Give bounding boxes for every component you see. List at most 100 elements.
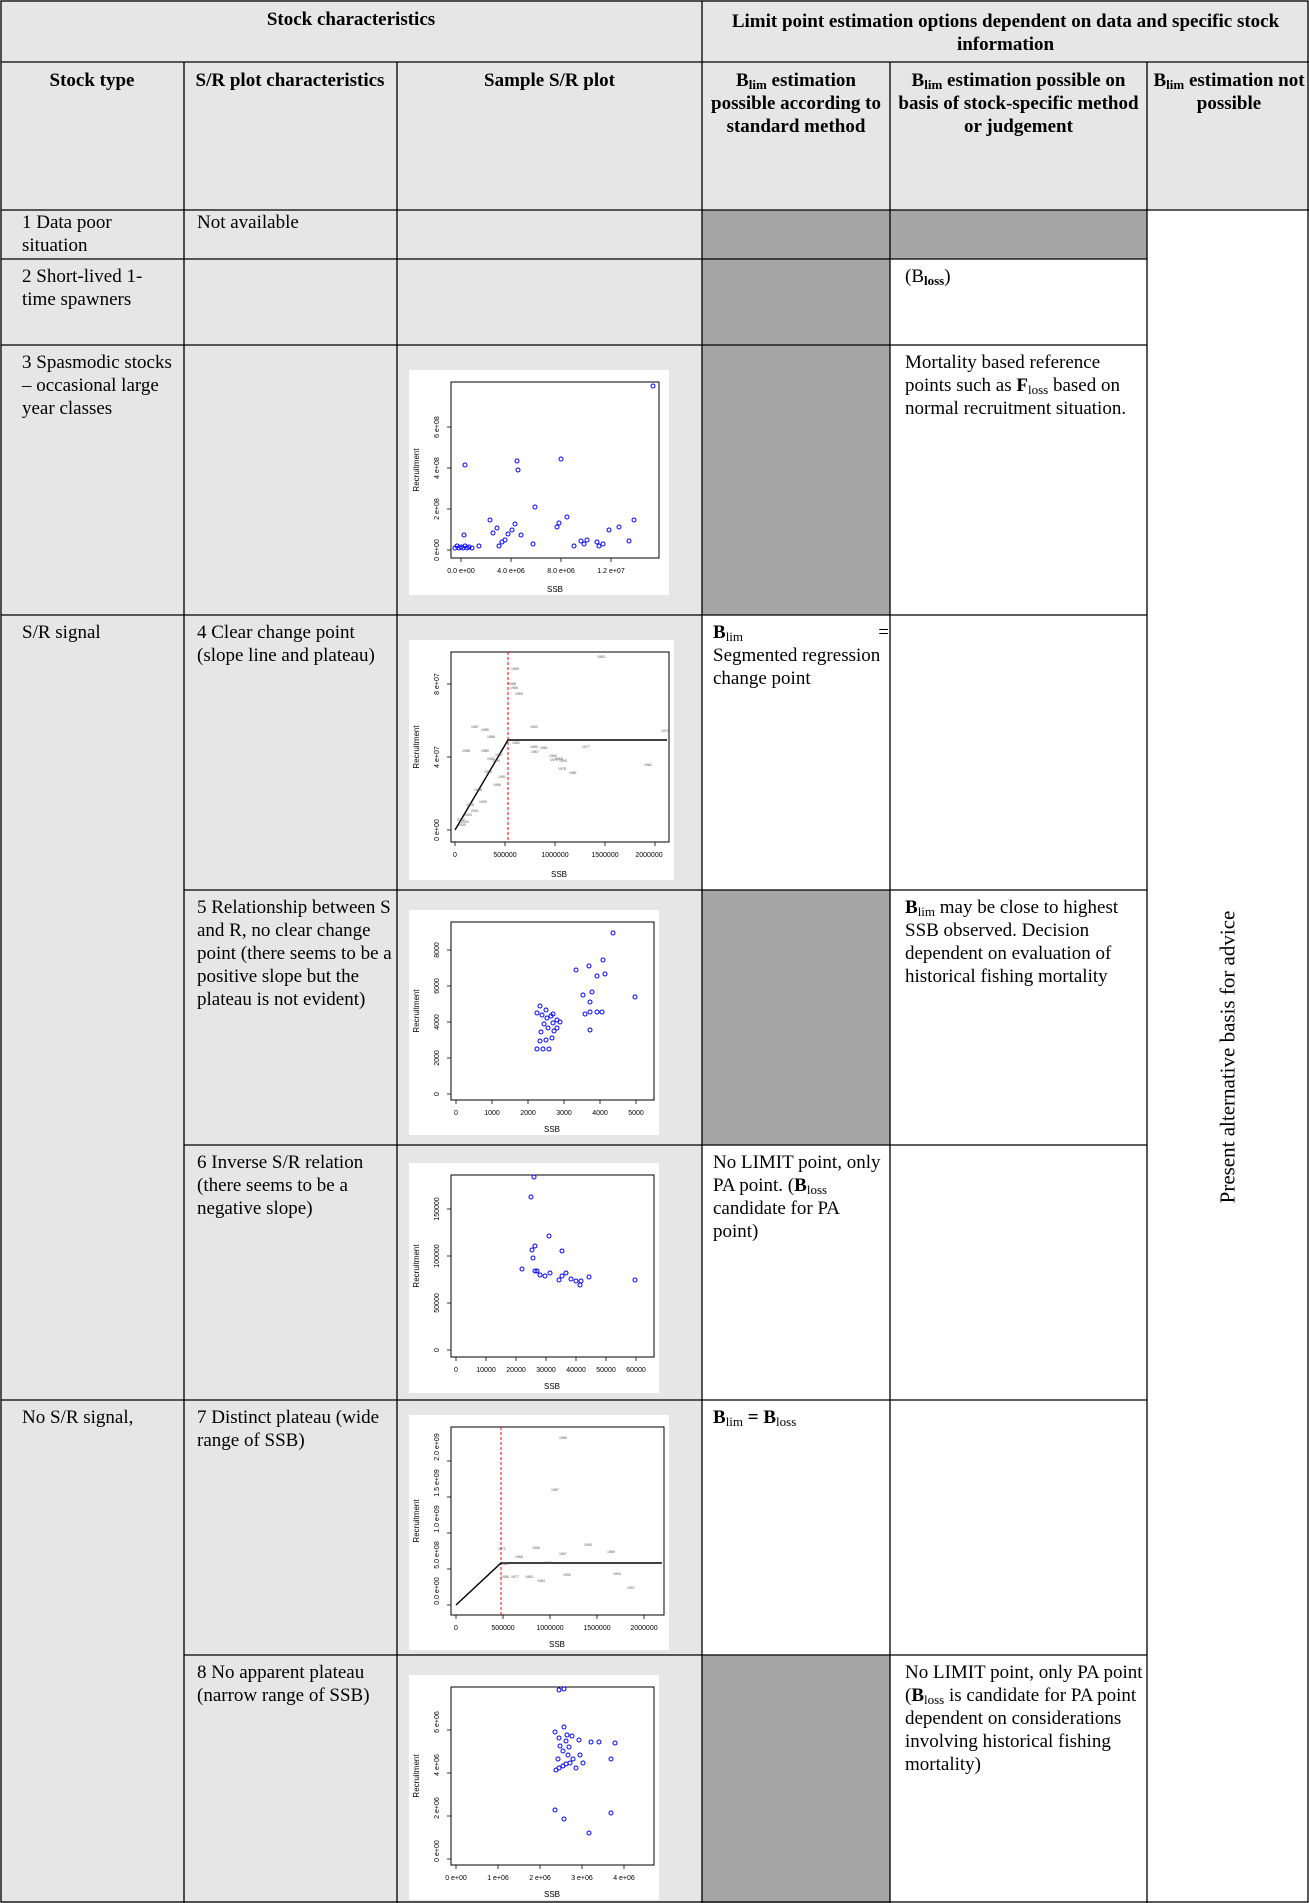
svg-text:1989: 1989 — [481, 749, 489, 753]
svg-text:1968: 1968 — [508, 682, 516, 686]
plot-row6: Recruitment SSB 0 10000 20000 30000 4000… — [409, 1163, 659, 1393]
row1-stock-type: 1 Data poor situation — [22, 212, 112, 256]
svg-text:1993: 1993 — [584, 1543, 592, 1547]
plot3-ylabel: Recruitment — [412, 448, 421, 492]
plot7-xlabel: SSB — [549, 1640, 565, 1649]
plot6-xtick: 0 — [454, 1367, 458, 1374]
plot6-xlabel: SSB — [544, 1382, 560, 1391]
plot5-ytick: 8000 — [434, 942, 441, 958]
row2-specific-method: (Bloss) — [905, 266, 951, 288]
plot8-xtick: 3 e+06 — [571, 1875, 593, 1882]
row5-sr-characteristics: 5 Relationship between S and R, no clear… — [197, 897, 392, 1010]
plot4-ylabel: Recruitment — [412, 725, 421, 769]
plot3-ytick: 2 e+08 — [434, 498, 441, 520]
row8-specific-method: No LIMIT point, only PA point (Bloss is … — [905, 1662, 1143, 1775]
svg-text:1984: 1984 — [537, 1579, 545, 1583]
plot3-ytick: 0 e+00 — [434, 539, 441, 561]
row2-stock-type: 2 Short-lived 1-time spawners — [22, 266, 143, 310]
svg-text:1965: 1965 — [511, 667, 519, 671]
plot7-ytick: 2.0 e+09 — [434, 1433, 441, 1461]
svg-text:1971: 1971 — [661, 729, 669, 733]
plot3-xtick: 1.2 e+07 — [597, 568, 625, 575]
plot4-ytick: 0 e+00 — [434, 819, 441, 841]
row4-standard-method: Blim = Segmented regression change point — [713, 622, 889, 689]
svg-text:1982: 1982 — [512, 741, 520, 745]
svg-text:1995: 1995 — [466, 803, 474, 807]
svg-text:1981: 1981 — [569, 771, 577, 775]
plot7-ytick: 1.0 e+09 — [434, 1505, 441, 1533]
svg-text:1987: 1987 — [471, 725, 479, 729]
svg-text:1980: 1980 — [544, 1561, 552, 1565]
svg-text:1988: 1988 — [462, 749, 470, 753]
plot7-xtick: 0 — [454, 1625, 458, 1632]
plot4-points: 1965196819661969198319711987198519861963… — [457, 655, 669, 827]
row3-stock-type: 3 Spasmodic stocks – occasional large ye… — [22, 352, 172, 419]
plot6-ytick: 0 — [434, 1348, 441, 1352]
header-limit-point-options: Limit point estimation options dependent… — [731, 11, 1280, 55]
stock-type-sr-signal: S/R signal — [22, 622, 101, 643]
svg-text:1985: 1985 — [481, 728, 489, 732]
plot7-points: 1985 1987 1971 1981 1966 1968 1967 1993 1989 1980… — [498, 1436, 635, 1590]
svg-text:1977: 1977 — [582, 745, 590, 749]
plot5-xtick: 5000 — [628, 1110, 644, 1117]
svg-text:1981: 1981 — [501, 1562, 509, 1566]
svg-text:2001: 2001 — [471, 809, 479, 813]
plot6-ytick: 50000 — [434, 1293, 441, 1313]
row3-specific-method: Mortality based reference points such as… — [905, 352, 1127, 419]
col-header-stock-type: Stock type — [49, 70, 135, 91]
plot8-points — [552, 1686, 618, 1836]
plot4-xtick: 1500000 — [591, 852, 618, 859]
plot8-xlabel: SSB — [544, 1890, 560, 1899]
plot6-xtick: 20000 — [506, 1367, 526, 1374]
svg-text:1961: 1961 — [540, 746, 548, 750]
header-stock-characteristics: Stock characteristics — [266, 9, 436, 30]
svg-text:1997: 1997 — [495, 753, 503, 757]
plot8-xtick: 4 e+06 — [613, 1875, 635, 1882]
plot6-xtick: 10000 — [476, 1367, 496, 1374]
plot7-xtick: 2000000 — [630, 1625, 657, 1632]
svg-text:2003: 2003 — [464, 813, 472, 817]
plot5-ytick: 6000 — [434, 978, 441, 994]
plot6-ytick: 150000 — [434, 1197, 441, 1220]
svg-text:1990: 1990 — [492, 759, 500, 763]
plot5-xtick: 1000 — [484, 1110, 500, 1117]
svg-text:1966: 1966 — [510, 686, 518, 690]
svg-text:2000: 2000 — [458, 823, 466, 827]
plot7-ytick: 5.0 e+08 — [434, 1541, 441, 1569]
plot3-xtick: 4.0 e+06 — [497, 568, 525, 575]
svg-text:1983: 1983 — [597, 655, 605, 659]
plot7-xtick: 500000 — [491, 1625, 514, 1632]
plot4-xtick: 0 — [453, 852, 457, 859]
svg-text:1970: 1970 — [550, 758, 558, 762]
svg-text:1967: 1967 — [559, 1552, 567, 1556]
row6-sr-characteristics: 6 Inverse S/R relation (there seems to b… — [197, 1152, 364, 1219]
alternative-basis-text: Present alternative basis for advice — [1215, 910, 1240, 1203]
plot3-ytick: 6 e+08 — [434, 416, 441, 438]
plot-row4: Recruitment SSB 0 500000 1000000 1500000… — [409, 640, 674, 880]
plot5-ytick: 2000 — [434, 1050, 441, 1066]
row5-specific-method: Blim may be close to highest SSB observe… — [905, 897, 1119, 987]
svg-text:1980: 1980 — [530, 745, 538, 749]
plot3-ytick: 4 e+08 — [434, 457, 441, 479]
svg-text:1997: 1997 — [627, 1586, 635, 1590]
plot5-xlabel: SSB — [544, 1125, 560, 1134]
svg-text:1987: 1987 — [551, 1488, 559, 1492]
plot6-points — [519, 1174, 638, 1288]
col-header-sr-plot-characteristics: S/R plot characteristics — [195, 70, 385, 91]
row6-standard-method: No LIMIT point, only PA point. (Bloss ca… — [713, 1152, 881, 1242]
plot5-points — [534, 930, 638, 1052]
plot5-xtick: 3000 — [556, 1110, 572, 1117]
plot4-segmented-regression — [454, 739, 667, 831]
plot-row8: Recruitment SSB 0 e+00 1 e+06 2 e+06 3 e… — [409, 1675, 659, 1900]
plot8-ytick: 6 e+06 — [434, 1711, 441, 1733]
svg-text:1985: 1985 — [559, 1436, 567, 1440]
plot-row5: Recruitment SSB 0 1000 2000 3000 4000 50… — [409, 910, 659, 1135]
row8-sr-characteristics: 8 No apparent plateau (narrow range of S… — [197, 1662, 370, 1706]
row4-sr-characteristics: 4 Clear change point (slope line and pla… — [197, 622, 375, 666]
svg-text:2002: 2002 — [457, 818, 465, 822]
plot4-xtick: 500000 — [493, 852, 516, 859]
svg-text:1994: 1994 — [613, 1572, 621, 1576]
svg-text:1968: 1968 — [555, 757, 563, 761]
svg-text:1994: 1994 — [484, 770, 492, 774]
plot4-ytick: 4 e+07 — [434, 746, 441, 768]
